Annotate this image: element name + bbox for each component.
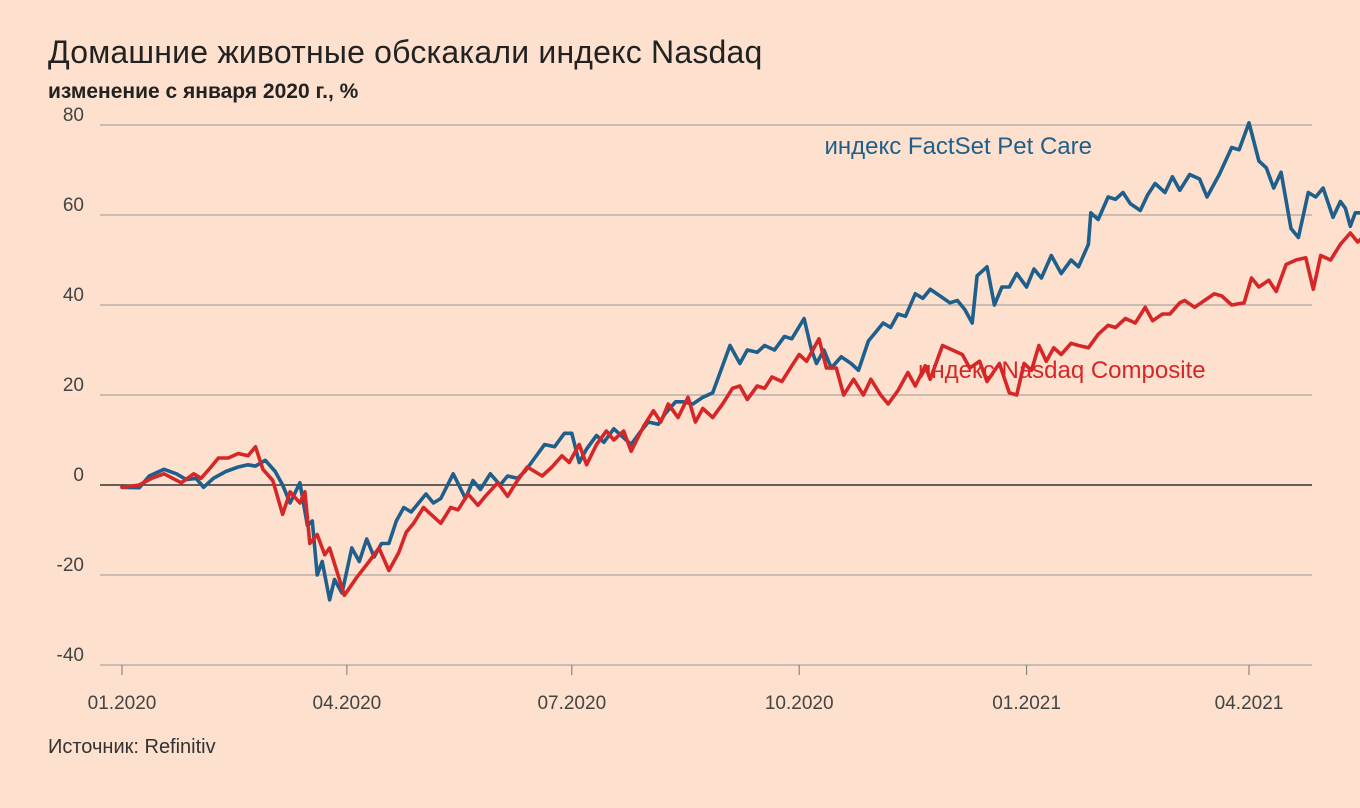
x-tick-label: 07.2020 xyxy=(537,693,606,714)
series-label-nasdaq: индекс Nasdaq Composite xyxy=(918,357,1206,384)
y-tick-label: 80 xyxy=(63,105,84,126)
chart-subtitle: изменение с января 2020 г., % xyxy=(48,80,359,103)
source-note: Источник: Refinitiv xyxy=(48,736,216,758)
x-tick-label: 04.2020 xyxy=(313,693,382,714)
y-axis-ticks: 80 60 40 20 0 -20 -40 xyxy=(57,105,84,666)
y-tick-label: 20 xyxy=(63,375,84,396)
x-tick-label: 01.2021 xyxy=(992,693,1061,714)
y-tick-label: 40 xyxy=(63,285,84,306)
y-tick-label: -40 xyxy=(57,645,84,666)
series-label-pet-care: индекс FactSet Pet Care xyxy=(824,133,1092,160)
x-tick-label: 01.2020 xyxy=(88,693,157,714)
series-line-nasdaq xyxy=(120,231,1360,598)
x-axis: 01.2020 04.2020 07.2020 10.2020 01.2021 04.20… xyxy=(88,665,1284,714)
y-tick-label: -20 xyxy=(57,555,84,576)
chart-title: Домашние животные обскакали индекс Nasda… xyxy=(48,34,763,70)
series-line-pet-care xyxy=(120,121,1360,602)
x-tick-label: 10.2020 xyxy=(765,693,834,714)
series-lines xyxy=(120,121,1360,602)
y-tick-label: 0 xyxy=(73,465,84,486)
x-tick-label: 04.2021 xyxy=(1215,693,1284,714)
y-tick-label: 60 xyxy=(63,195,84,216)
